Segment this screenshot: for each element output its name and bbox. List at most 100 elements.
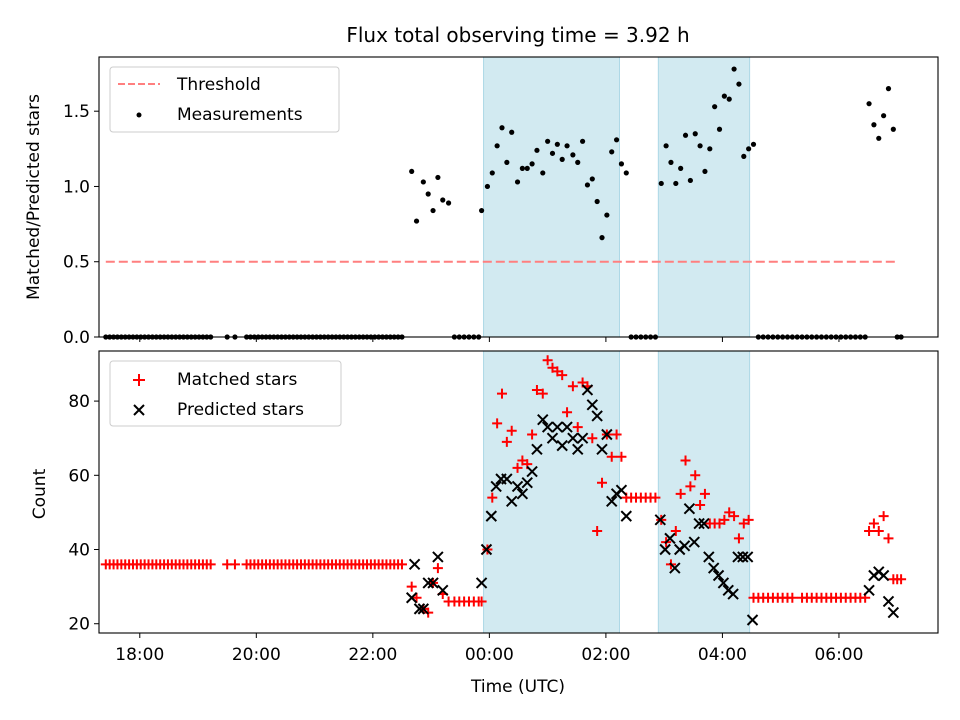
legend-predicted-swatch — [133, 404, 145, 416]
y-tick-label: 0.0 — [63, 328, 90, 348]
bottom-x-ticks: 18:00 20:00 22:00 00:00 02:00 04:00 06:00 — [115, 633, 863, 665]
measurement-point — [413, 218, 420, 224]
matched-star-point — [496, 388, 507, 399]
measurement-point — [697, 143, 703, 149]
y-tick-label: 0.5 — [63, 253, 90, 273]
measurement-point — [707, 146, 713, 152]
measurement-point — [876, 135, 882, 141]
measurement-point — [663, 143, 669, 149]
matched-star-point — [606, 451, 617, 462]
predicted-star-point — [511, 480, 524, 493]
measurement-point — [687, 177, 693, 184]
measurement-point — [692, 131, 698, 137]
legend-matched-label: Matched stars — [177, 370, 297, 390]
predicted-star-point — [408, 558, 421, 571]
top-x-ticks — [139, 337, 840, 342]
predicted-star-point — [664, 532, 676, 545]
x-tick-label: 06:00 — [814, 645, 863, 665]
predicted-star-point — [693, 517, 705, 530]
measurement-point — [549, 150, 556, 156]
matched-star-point — [729, 511, 740, 522]
matched-star-point — [868, 518, 879, 529]
top-legend-box — [109, 66, 340, 133]
matched-star-point — [406, 581, 417, 592]
measurement-point — [881, 113, 887, 119]
measurement-point — [478, 207, 485, 214]
matched-star-point — [411, 592, 422, 603]
measurement-point — [721, 93, 727, 99]
predicted-star-point — [516, 488, 529, 500]
predicted-star-point — [576, 432, 589, 444]
bottom-legend: Matched stars Predicted stars — [109, 360, 342, 427]
top-y-axis-label: Matched/Predicted stars — [24, 94, 44, 300]
matched-star-point — [864, 525, 875, 536]
matched-star-point — [787, 592, 798, 603]
measurement-point — [484, 183, 491, 190]
matched-star-point — [719, 514, 730, 525]
figure-title: Flux total observing time = 3.92 h — [346, 23, 689, 47]
measurement-point — [731, 66, 737, 72]
measurement-point — [890, 126, 896, 132]
predicted-star-point — [567, 432, 579, 444]
predicted-star-point — [882, 595, 895, 608]
x-tick-label: 18:00 — [115, 645, 164, 665]
matched-star-point — [501, 436, 512, 447]
predicted-star-point — [877, 569, 890, 582]
measurement-point — [430, 207, 436, 214]
matched-star-point — [743, 514, 754, 525]
predicted-star-point — [427, 577, 439, 589]
measurement-point — [609, 149, 615, 155]
predicted-star-point — [620, 510, 632, 522]
measurement-point — [440, 197, 446, 203]
measurement-point — [599, 235, 605, 241]
matched-star-point — [542, 355, 553, 366]
predicted-star-point — [546, 432, 559, 444]
matched-star-point — [733, 533, 744, 544]
bottom-legend-box — [109, 360, 342, 427]
top-panel: 0.0 0.5 1.0 1.5 Matched/Predicted stars Thr… — [24, 56, 939, 348]
shaded-span-1 — [483, 56, 620, 338]
x-axis-label: Time (UTC) — [470, 677, 565, 697]
measurement-point — [594, 198, 600, 205]
measurement-point — [509, 129, 515, 135]
matched-star-point — [476, 596, 487, 607]
measurement-point — [554, 141, 560, 147]
predicted-star-point — [732, 551, 744, 563]
measurement-point — [716, 126, 723, 132]
matched-star-point — [432, 563, 443, 574]
matched-star-point — [562, 407, 573, 418]
measurement-point — [584, 182, 591, 188]
predicted-star-point — [887, 606, 900, 619]
measurement-point — [623, 170, 629, 176]
predicted-star-point — [717, 577, 730, 589]
predicted-star-point — [561, 421, 573, 433]
matched-star-point — [531, 384, 542, 395]
predicted-star-point — [683, 502, 696, 515]
measurement-point — [494, 143, 500, 149]
top-y-ticks: 0.0 0.5 1.0 1.5 — [63, 102, 99, 348]
measurement-point — [618, 161, 625, 167]
predicted-star-point — [659, 543, 671, 556]
matched-star-point — [492, 418, 503, 429]
measurement-point — [545, 138, 551, 144]
measurement-point — [871, 122, 877, 128]
measurement-point — [534, 147, 540, 153]
predicted-star-point — [526, 465, 538, 478]
measurement-point — [579, 138, 586, 144]
predicted-star-point — [490, 480, 502, 493]
predicted-star-point — [591, 410, 603, 422]
matched-star-point — [685, 481, 696, 492]
predicted-star-point — [422, 577, 434, 589]
matched-star-point — [592, 525, 603, 536]
measurement-point — [445, 200, 452, 206]
measurement-point — [589, 176, 595, 182]
y-tick-label: 60 — [68, 466, 90, 486]
predicted-star-point — [556, 439, 568, 452]
measurement-point — [658, 180, 664, 187]
measurement-point — [750, 141, 757, 147]
predicted-star-point — [551, 421, 564, 433]
predicted-star-point — [405, 592, 418, 604]
bottom-axes-frame — [98, 350, 939, 634]
matched-star-point — [229, 559, 240, 570]
measurement-point — [604, 212, 610, 218]
